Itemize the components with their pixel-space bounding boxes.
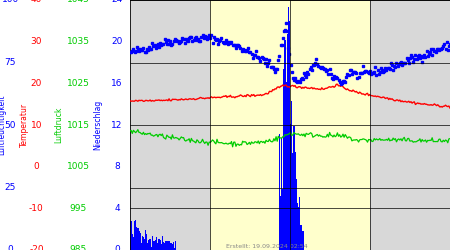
Text: 985: 985 — [69, 246, 87, 250]
Bar — [145, 230, 146, 250]
Bar — [138, 231, 140, 250]
Bar — [152, 236, 153, 250]
Bar — [282, 188, 284, 250]
Bar — [157, 243, 158, 250]
Text: 1005: 1005 — [67, 162, 90, 171]
Bar — [170, 243, 171, 250]
Text: Erstellt: 19.09.2024 02:54: Erstellt: 19.09.2024 02:54 — [226, 244, 308, 249]
Bar — [147, 243, 148, 250]
Bar — [280, 196, 281, 250]
Bar — [156, 237, 157, 250]
Bar — [165, 241, 166, 250]
Bar — [297, 203, 298, 250]
Bar — [279, 134, 280, 250]
Bar — [130, 221, 132, 250]
Bar — [168, 241, 170, 250]
Bar — [300, 225, 302, 250]
Bar — [287, 34, 288, 250]
Text: -10: -10 — [29, 204, 44, 213]
Bar — [210, 0, 370, 250]
Text: 20: 20 — [111, 37, 123, 46]
Bar — [171, 243, 172, 250]
Bar — [291, 101, 293, 250]
Bar — [146, 234, 148, 250]
Bar — [284, 40, 286, 250]
Bar — [298, 207, 299, 250]
Bar — [166, 241, 167, 250]
Bar — [294, 152, 296, 250]
Bar — [301, 225, 302, 250]
Bar — [164, 243, 165, 250]
Text: 50: 50 — [4, 120, 16, 130]
Text: Luftdruck: Luftdruck — [54, 107, 63, 143]
Text: 25: 25 — [4, 183, 16, 192]
Bar — [293, 126, 295, 250]
Bar — [155, 240, 156, 250]
Bar — [154, 242, 155, 250]
Text: 75: 75 — [4, 58, 16, 67]
Text: 1045: 1045 — [67, 0, 90, 4]
Text: 40: 40 — [31, 0, 42, 4]
Bar — [174, 248, 176, 250]
Bar — [167, 242, 169, 250]
Bar — [148, 240, 150, 250]
Bar — [158, 239, 160, 250]
Bar — [290, 124, 291, 250]
Bar — [140, 233, 141, 250]
Text: 1035: 1035 — [67, 37, 90, 46]
Bar — [370, 0, 450, 250]
Bar — [144, 240, 145, 250]
Bar — [283, 69, 284, 250]
Bar — [296, 179, 297, 250]
Bar — [136, 227, 137, 250]
Bar — [175, 241, 176, 250]
Bar — [162, 236, 163, 250]
Text: Luftfeuchtigkeit: Luftfeuchtigkeit — [0, 95, 6, 155]
Bar — [137, 228, 139, 250]
Bar — [133, 237, 134, 250]
Text: 8: 8 — [114, 162, 120, 171]
Text: 4: 4 — [114, 204, 120, 213]
Text: 1015: 1015 — [67, 120, 90, 130]
Bar — [161, 244, 162, 250]
Bar — [299, 197, 300, 250]
Bar — [281, 138, 282, 250]
Bar — [172, 244, 173, 250]
Text: 0: 0 — [8, 246, 14, 250]
Bar — [149, 239, 151, 250]
Text: 16: 16 — [111, 79, 123, 88]
Bar — [151, 247, 152, 250]
Bar — [143, 237, 144, 250]
Text: 100: 100 — [2, 0, 19, 4]
Text: 20: 20 — [31, 79, 42, 88]
Text: 1025: 1025 — [67, 79, 90, 88]
Bar — [163, 242, 164, 250]
Text: 10: 10 — [31, 120, 42, 130]
Bar — [285, 82, 287, 250]
Text: 24: 24 — [112, 0, 123, 4]
Bar — [289, 20, 290, 250]
Text: 30: 30 — [31, 37, 42, 46]
Bar — [134, 221, 135, 250]
Bar — [302, 231, 303, 250]
Bar — [142, 236, 143, 250]
Bar — [130, 0, 210, 250]
Bar — [140, 243, 142, 250]
Bar — [131, 234, 133, 250]
Bar — [153, 241, 154, 250]
Bar — [159, 240, 161, 250]
Text: 0: 0 — [34, 162, 39, 171]
Text: 12: 12 — [111, 120, 123, 130]
Text: Niederschlag: Niederschlag — [93, 100, 102, 150]
Text: 995: 995 — [69, 204, 87, 213]
Bar — [288, 7, 289, 250]
Bar — [135, 220, 136, 250]
Text: 0: 0 — [114, 246, 120, 250]
Text: Temperatur: Temperatur — [20, 103, 29, 147]
Bar — [173, 242, 174, 250]
Bar — [292, 153, 293, 250]
Text: -20: -20 — [29, 246, 44, 250]
